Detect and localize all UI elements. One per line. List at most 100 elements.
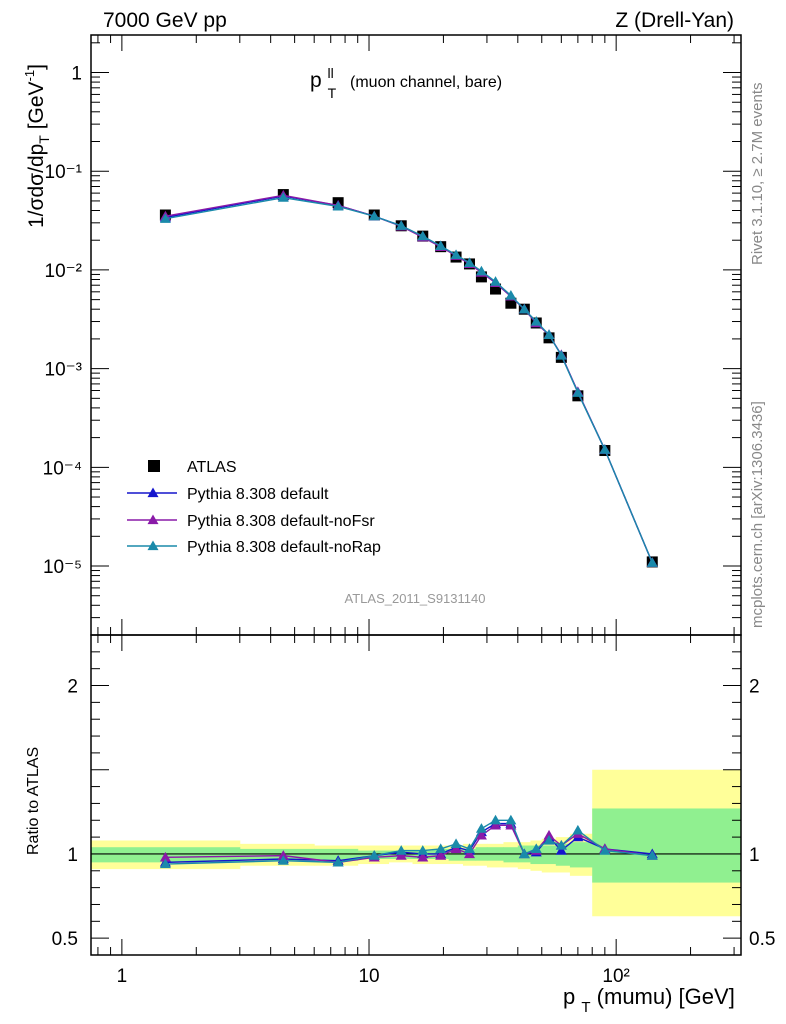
noFsr-ratio-point [395, 850, 407, 860]
axis-tick-labels: 1 10 10² 10⁻⁵ 10⁻⁴ 10⁻³ 10⁻² 10⁻¹ 1 0.5 0.5 1 1 2 2 [43, 64, 776, 987]
noRap-point [475, 265, 487, 276]
band-inner-bin [448, 848, 464, 861]
noRap-ratio-point [518, 848, 530, 859]
plot-title-rest: (muon channel, bare) [350, 74, 502, 91]
x-axis-label-rest: (mumu) [GeV] [597, 984, 735, 1009]
x-axis-label: p T (mumu) [GeV] [563, 984, 735, 1017]
x-tick-label: 10² [602, 966, 629, 987]
noRap-ratio-point [435, 843, 447, 854]
noRap-point [490, 276, 502, 286]
noRap-ratio-point [159, 858, 171, 869]
y-tick-label: 10⁻¹ [45, 162, 83, 183]
noRap-point [435, 240, 447, 251]
noRap-ratio-point [475, 823, 487, 833]
noRap-ratio-point [646, 850, 658, 860]
noFsr-ratio-point [475, 829, 487, 840]
legend-label-default: Pythia 8.308 default [187, 486, 329, 503]
noRap-point [368, 210, 380, 221]
noFsr-ratio-point [543, 829, 555, 840]
noRap-point [395, 220, 407, 230]
noRap-point [332, 200, 344, 211]
noRap-ratio-point [463, 843, 475, 854]
noRap-ratio-point [277, 855, 289, 865]
band-inner-bin [569, 842, 593, 868]
band-inner-bin [239, 848, 315, 861]
noRap-point [572, 387, 584, 397]
noFsr-ratio-point [417, 851, 429, 862]
noRap-ratio-point [450, 838, 462, 848]
noRap-point [555, 349, 567, 360]
legend-marker-noFsr [147, 514, 159, 525]
noRap-ratio-point [395, 845, 407, 855]
plot-title-sub: T [328, 85, 337, 101]
band-inner-bin [679, 808, 741, 883]
ratio-frame [90, 634, 742, 956]
noRap-ratio-point [555, 840, 567, 850]
noFsr-ratio-point [277, 850, 289, 860]
legend-label-noRap: Pythia 8.308 default-noRap [187, 539, 381, 556]
y-tick-label: 1 [71, 64, 82, 85]
noRap-point [518, 303, 530, 314]
legend-label-atlas: ATLAS [187, 459, 237, 476]
noFsr-ratio-point [159, 851, 171, 862]
y-tick-label: 10⁻³ [45, 360, 83, 381]
noRap-ratio-point [572, 824, 584, 835]
default-ratio-point [555, 845, 567, 855]
x-tick-label: 10 [358, 966, 379, 987]
noRap-ratio-point [490, 814, 502, 825]
ratio-y-label: Ratio to ATLAS [25, 747, 42, 855]
y-axis-label: 1/σdσ/dpT [GeV-1] [22, 64, 52, 228]
header-right: Z (Drell-Yan) [615, 9, 734, 32]
legend-marker-noRap [147, 540, 159, 551]
mcplots-label: mcplots.cern.ch [arXiv:1306.3436] [749, 401, 766, 628]
legend-label-noFsr: Pythia 8.308 default-noFsr [187, 513, 375, 530]
noRap-ratio-point [368, 850, 380, 860]
y-axis-label-text: 1/σdσ/dpT [GeV-1] [22, 64, 52, 228]
atlas-data-point [505, 297, 517, 309]
noRap-ratio-point [332, 856, 344, 867]
noRap-point [646, 557, 658, 567]
plot-title-sup: ll [328, 65, 334, 81]
noRap-point [159, 213, 171, 223]
noFsr-ratio-point [490, 819, 502, 830]
ratio-series [159, 814, 658, 869]
noRap-point [599, 444, 611, 454]
noRap-line [165, 196, 653, 563]
atlas-data-point [490, 283, 502, 295]
noRap-ratio-point [505, 814, 517, 825]
noFsr-ratio-point [463, 848, 475, 859]
y-tick-label: 10⁻² [45, 261, 83, 282]
noRap-ratio-point [530, 843, 542, 854]
plot-title-main: p [310, 69, 322, 92]
plot-title: p ll T (muon channel, bare) [310, 60, 502, 103]
rivet-label: Rivet 3.1.10, ≥ 2.7M events [749, 83, 766, 266]
ratio-y-tick-label-right: 0.5 [749, 929, 775, 950]
y-tick-label: 10⁻⁴ [43, 458, 82, 479]
header-left: 7000 GeV pp [103, 9, 227, 32]
ratio-y-tick-label-right: 1 [749, 845, 760, 866]
default-line [165, 195, 653, 563]
x-axis-label-p: p [563, 984, 575, 1009]
noRap-point [530, 316, 542, 326]
noRap-point [543, 329, 555, 339]
ratio-y-tick-label: 0.5 [52, 929, 78, 950]
ratio-y-tick-label: 1 [67, 845, 78, 866]
x-axis-label-sub: T [581, 999, 590, 1016]
noRap-point [505, 290, 517, 300]
x-tick-label: 1 [117, 966, 128, 987]
noRap-point [277, 192, 289, 202]
ratio-y-tick-label: 2 [67, 677, 78, 698]
noFsr-line [165, 194, 653, 563]
noFsr-ratio-point [450, 843, 462, 854]
atlas-data-point [475, 271, 487, 283]
noRap-ratio-point [417, 845, 429, 855]
legend-marker-default [147, 487, 159, 498]
band-inner-bin [503, 847, 519, 863]
analysis-watermark: ATLAS_2011_S9131140 [345, 591, 486, 606]
band-inner-bin [314, 848, 359, 861]
noRap-point [450, 249, 462, 260]
noRap-point [417, 230, 429, 241]
band-inner-bin [541, 845, 557, 865]
noRap-ratio-point [599, 845, 611, 855]
